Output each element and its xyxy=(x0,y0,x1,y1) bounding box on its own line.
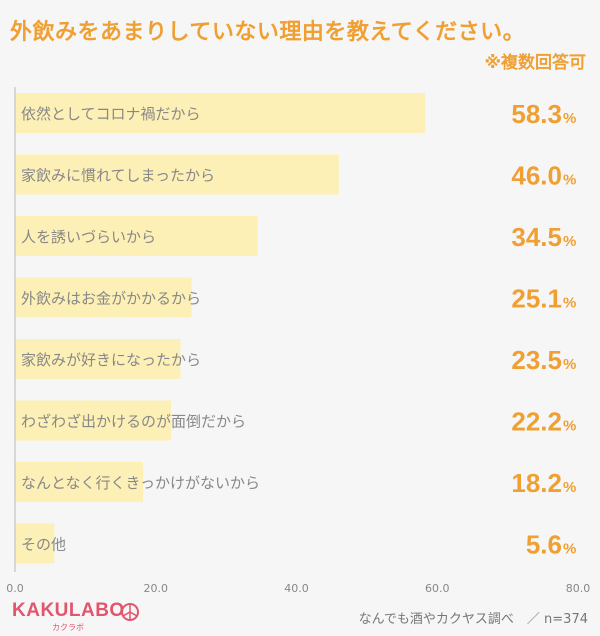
brand-logo: KAKULABO カクラボ xyxy=(12,600,142,634)
x-tick-label: 80.0 xyxy=(566,582,591,595)
category-label: なんとなく行くきっかけがないから xyxy=(21,474,260,492)
bar-chart: 依然としてコロナ禍だから 58.3 % 家飲みに慣れてしまったから 46.0 % 人を誘いづ… xyxy=(6,87,591,595)
category-label: 依然としてコロナ禍だから xyxy=(21,105,201,123)
x-tick-label: 0.0 xyxy=(6,582,24,595)
bar xyxy=(15,400,172,441)
source-note: なんでも酒やカクヤス調べ ／ n=374 xyxy=(358,612,588,627)
value-label: 25.1 xyxy=(511,284,562,314)
x-tick-label: 20.0 xyxy=(144,582,169,595)
value-label: 18.2 xyxy=(511,468,562,498)
category-label: その他 xyxy=(21,536,66,554)
value-unit: % xyxy=(563,418,576,435)
value-unit: % xyxy=(563,295,576,312)
bar xyxy=(15,277,192,318)
category-label: 家飲みに慣れてしまったから xyxy=(21,167,215,185)
value-unit: % xyxy=(563,233,576,250)
category-label: 家飲みが好きになったから xyxy=(21,351,201,369)
logo-subtext: カクラボ xyxy=(52,623,84,632)
value-label: 5.6 xyxy=(526,530,562,560)
value-label: 22.2 xyxy=(511,407,562,437)
multiple-answer-note: ※複数回答可 xyxy=(484,53,586,73)
category-label: 人を誘いづらいから xyxy=(21,228,156,246)
bar xyxy=(15,462,144,502)
value-label: 46.0 xyxy=(511,161,562,191)
bar xyxy=(15,339,181,379)
value-unit: % xyxy=(563,172,576,189)
value-label: 23.5 xyxy=(511,345,562,375)
category-label: わざわざ出かけるのが面倒だから xyxy=(21,413,246,431)
value-label: 58.3 xyxy=(511,99,562,129)
category-label: 外飲みはお金がかかるから xyxy=(21,290,201,308)
value-unit: % xyxy=(563,356,576,373)
value-label: 34.5 xyxy=(511,222,562,252)
bar xyxy=(15,216,258,256)
value-unit: % xyxy=(563,541,576,558)
value-unit: % xyxy=(563,110,576,127)
flower-icon xyxy=(121,603,139,621)
bar xyxy=(15,154,339,195)
x-tick-label: 60.0 xyxy=(425,582,450,595)
bar xyxy=(15,93,426,133)
x-tick-label: 40.0 xyxy=(284,582,309,595)
logo-text: KAKULABO xyxy=(12,600,125,621)
value-unit: % xyxy=(563,479,576,496)
chart-title: 外飲みをあまりしていない理由を教えてください。 xyxy=(10,20,526,45)
bar xyxy=(15,523,55,564)
